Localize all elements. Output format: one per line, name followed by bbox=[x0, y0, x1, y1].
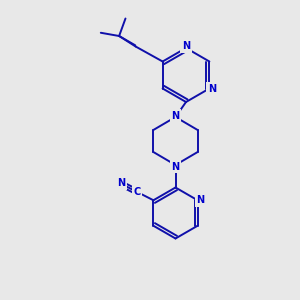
Text: C: C bbox=[133, 187, 140, 197]
Text: N: N bbox=[208, 83, 216, 94]
Text: N: N bbox=[196, 195, 205, 205]
Text: N: N bbox=[117, 178, 125, 188]
Text: N: N bbox=[182, 41, 190, 52]
Text: N: N bbox=[171, 110, 180, 121]
Text: N: N bbox=[171, 161, 180, 172]
